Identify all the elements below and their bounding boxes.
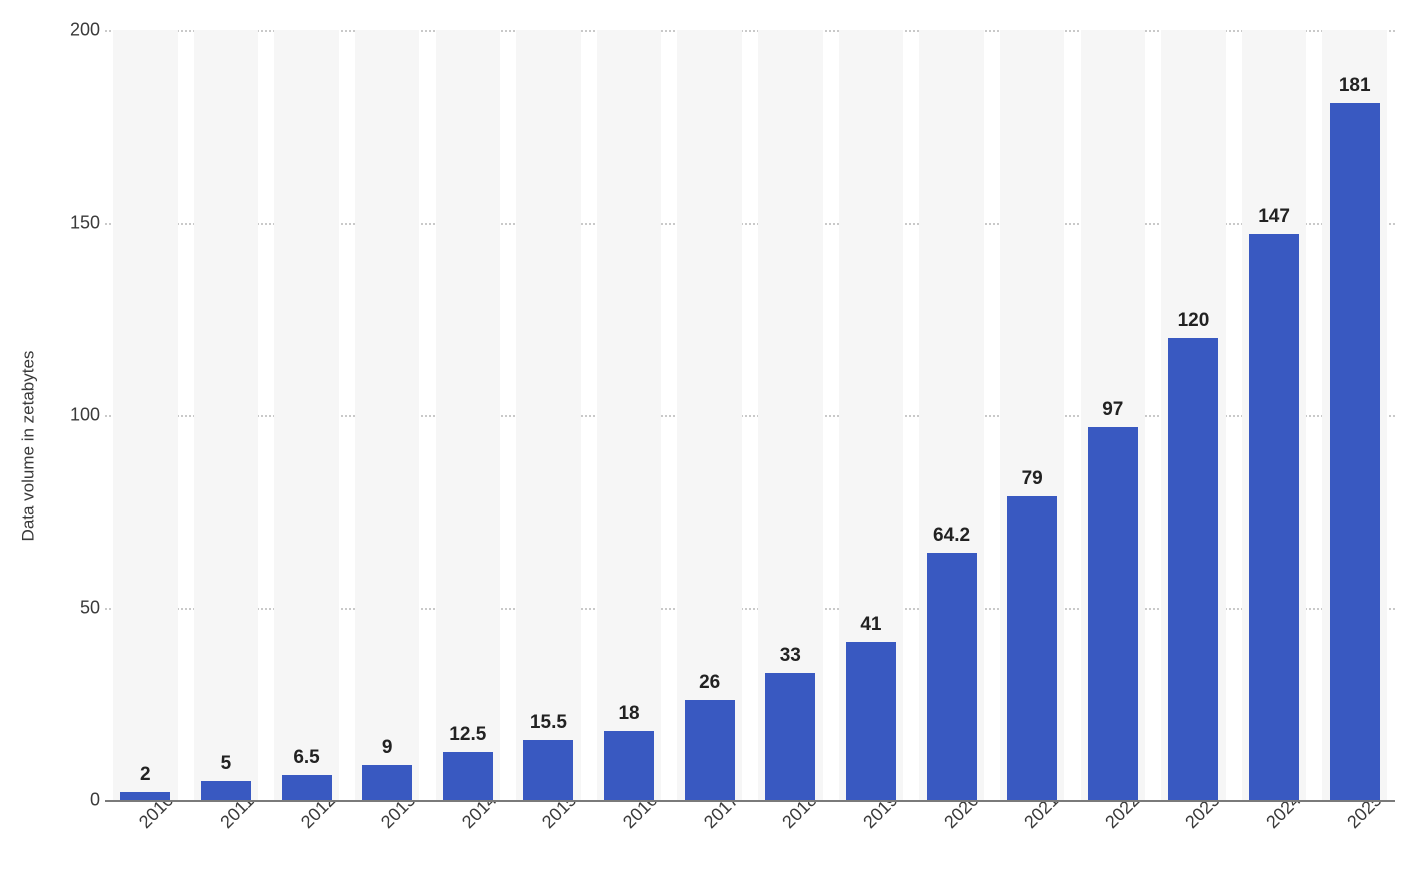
x-label-slot: 2021* (992, 808, 1073, 868)
bars-group: 256.5912.515.51826334164.27997120147181 (105, 30, 1395, 800)
bar: 9 (362, 765, 412, 800)
bar-value-label: 120 (1178, 310, 1210, 332)
background-band (194, 30, 259, 800)
bar: 120 (1168, 338, 1218, 800)
x-label-slot: 2018* (750, 808, 831, 868)
background-band (516, 30, 581, 800)
plot-area: 256.5912.515.51826334164.27997120147181 (105, 30, 1395, 800)
bar: 6.5 (282, 775, 332, 800)
bar-value-label: 12.5 (449, 724, 486, 746)
bar-value-label: 9 (382, 737, 393, 759)
x-axis-labels: 201020112012201320142015201620172018*201… (105, 808, 1395, 868)
bar-slot: 2 (105, 30, 186, 800)
x-axis-baseline (105, 800, 1395, 802)
bar: 26 (685, 700, 735, 800)
bar-value-label: 2 (140, 764, 151, 786)
chart-container: Data volume in zetabytes 0 50 100 150 200 2 5… (0, 0, 1410, 892)
background-band (274, 30, 339, 800)
bar-value-label: 41 (860, 614, 881, 636)
bar-value-label: 6.5 (293, 747, 319, 769)
x-label-slot: 2022* (1073, 808, 1154, 868)
bar: 5 (201, 781, 251, 800)
x-label-slot: 2011 (186, 808, 267, 868)
y-tick-label: 50 (55, 597, 100, 618)
background-band (355, 30, 420, 800)
bar-value-label: 5 (221, 753, 232, 775)
bar: 147 (1249, 234, 1299, 800)
x-label-slot: 2013 (347, 808, 428, 868)
x-label-slot: 2015 (508, 808, 589, 868)
bar: 64.2 (927, 553, 977, 800)
bar-slot: 12.5 (428, 30, 509, 800)
bar-value-label: 147 (1258, 206, 1290, 228)
bar-value-label: 26 (699, 672, 720, 694)
y-tick-label: 100 (55, 405, 100, 426)
bar-value-label: 64.2 (933, 525, 970, 547)
bar: 79 (1007, 496, 1057, 800)
bar-slot: 181 (1314, 30, 1395, 800)
bar-slot: 97 (1073, 30, 1154, 800)
y-tick-label: 0 (55, 790, 100, 811)
x-label-slot: 2014 (428, 808, 509, 868)
bar-slot: 9 (347, 30, 428, 800)
bar-slot: 26 (669, 30, 750, 800)
bar-slot: 41 (831, 30, 912, 800)
bar-value-label: 33 (780, 645, 801, 667)
y-tick-label: 200 (55, 20, 100, 41)
bar-slot: 64.2 (911, 30, 992, 800)
bar: 18 (604, 731, 654, 800)
x-label-slot: 2017 (669, 808, 750, 868)
x-label-slot: 2024* (1234, 808, 1315, 868)
bar-slot: 15.5 (508, 30, 589, 800)
bar: 33 (765, 673, 815, 800)
background-band (113, 30, 178, 800)
bar: 15.5 (523, 740, 573, 800)
bar-slot: 120 (1153, 30, 1234, 800)
bar: 12.5 (443, 752, 493, 800)
bar: 97 (1088, 427, 1138, 800)
bar-slot: 18 (589, 30, 670, 800)
background-band (597, 30, 662, 800)
bar: 181 (1330, 103, 1380, 800)
x-label-slot: 2016 (589, 808, 670, 868)
bar-slot: 147 (1234, 30, 1315, 800)
y-tick-label: 150 (55, 212, 100, 233)
x-label-slot: 2023* (1153, 808, 1234, 868)
x-label-slot: 2012 (266, 808, 347, 868)
bar-slot: 6.5 (266, 30, 347, 800)
x-label-slot: 2020* (911, 808, 992, 868)
background-band (436, 30, 501, 800)
x-label-slot: 2019* (831, 808, 912, 868)
bar-slot: 5 (186, 30, 267, 800)
bar-value-label: 181 (1339, 75, 1371, 97)
bar-value-label: 97 (1102, 399, 1123, 421)
bar-value-label: 15.5 (530, 712, 567, 734)
bar: 2 (120, 792, 170, 800)
bar: 41 (846, 642, 896, 800)
y-axis-title: Data volume in zetabytes (19, 351, 39, 542)
bar-value-label: 79 (1022, 468, 1043, 490)
x-label-slot: 2025* (1314, 808, 1395, 868)
bar-slot: 79 (992, 30, 1073, 800)
bar-value-label: 18 (618, 703, 639, 725)
bar-slot: 33 (750, 30, 831, 800)
x-label-slot: 2010 (105, 808, 186, 868)
